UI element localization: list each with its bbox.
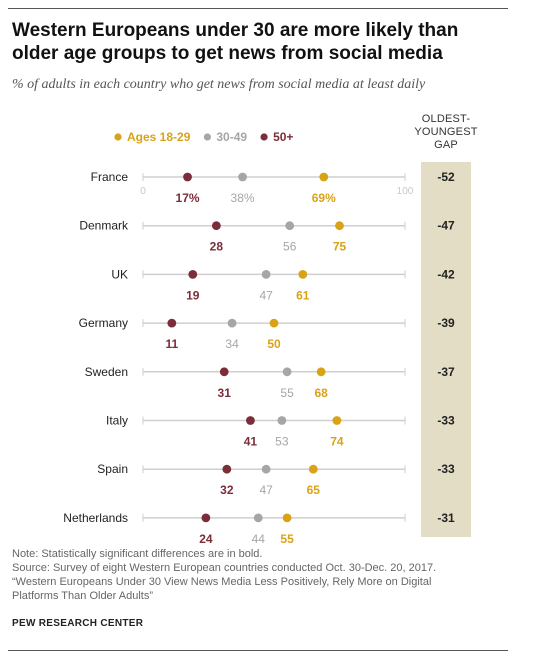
gap-value: -39 bbox=[437, 316, 455, 330]
data-point bbox=[201, 513, 211, 523]
chart-subtitle: % of adults in each country who get news… bbox=[12, 77, 426, 92]
legend-dot bbox=[260, 133, 268, 141]
gap-header-line: YOUNGEST bbox=[414, 126, 478, 138]
data-point bbox=[219, 367, 229, 377]
data-point bbox=[183, 172, 192, 182]
source-line: Source: Survey of eight Western European… bbox=[12, 562, 437, 574]
data-label: 69% bbox=[312, 191, 336, 205]
source-line: Platforms Than Older Adults” bbox=[12, 590, 154, 602]
data-point bbox=[269, 318, 279, 328]
data-point bbox=[222, 464, 232, 474]
data-point bbox=[253, 513, 263, 523]
gap-value: -33 bbox=[437, 462, 455, 476]
data-label: 28 bbox=[210, 240, 224, 254]
data-point bbox=[332, 416, 342, 425]
data-label: 55 bbox=[280, 386, 294, 400]
gap-column-band bbox=[421, 162, 471, 537]
data-label: 19 bbox=[186, 288, 200, 302]
country-label: Spain bbox=[97, 462, 128, 476]
gap-value: -31 bbox=[437, 511, 455, 525]
data-point bbox=[238, 172, 247, 182]
data-point bbox=[277, 416, 287, 425]
notes-block: Note: Statistically significant differen… bbox=[12, 547, 512, 603]
data-label: 65 bbox=[307, 483, 321, 497]
legend-label: 30-49 bbox=[216, 130, 247, 144]
data-point bbox=[298, 270, 308, 279]
gap-value: -33 bbox=[437, 414, 455, 428]
country-label: Italy bbox=[106, 414, 128, 428]
data-label: 50 bbox=[267, 337, 281, 351]
gap-value: -47 bbox=[437, 219, 455, 233]
gap-value: -37 bbox=[437, 365, 455, 379]
data-label: 47 bbox=[259, 483, 273, 497]
data-point bbox=[335, 221, 344, 231]
data-label: 53 bbox=[275, 435, 289, 449]
data-label: 56 bbox=[283, 240, 297, 254]
country-label: Germany bbox=[79, 316, 128, 330]
bottom-rule bbox=[8, 650, 508, 651]
country-label: Sweden bbox=[85, 365, 128, 379]
data-label: 75 bbox=[333, 240, 347, 254]
country-label: France bbox=[91, 170, 129, 184]
data-label: 61 bbox=[296, 288, 310, 302]
country-label: UK bbox=[111, 267, 128, 281]
gap-header-line: GAP bbox=[434, 139, 458, 151]
data-label: 31 bbox=[218, 386, 232, 400]
note-line: Note: Statistically significant differen… bbox=[12, 547, 512, 561]
data-point bbox=[282, 367, 292, 377]
data-point bbox=[316, 367, 326, 377]
axis-tick-label: 100 bbox=[397, 186, 414, 197]
country-label: Denmark bbox=[79, 219, 129, 233]
axis-tick-label: 0 bbox=[140, 186, 146, 197]
data-label: 74 bbox=[330, 435, 344, 449]
legend-label: Ages 18-29 bbox=[127, 130, 191, 144]
gap-value: -52 bbox=[437, 170, 455, 184]
data-label: 47 bbox=[259, 288, 273, 302]
data-point bbox=[282, 513, 292, 523]
data-point bbox=[285, 221, 295, 231]
data-label: 17% bbox=[176, 191, 200, 205]
pew-credit: PEW RESEARCH CENTER bbox=[12, 618, 144, 629]
note-text: Note: Statistically significant differen… bbox=[12, 548, 263, 560]
data-label: 38% bbox=[231, 191, 255, 205]
data-point bbox=[246, 416, 255, 425]
gap-column-header: OLDEST- YOUNGEST GAP bbox=[398, 113, 494, 152]
country-label: Netherlands bbox=[63, 511, 128, 525]
data-label: 11 bbox=[165, 337, 178, 351]
data-point bbox=[211, 221, 221, 231]
data-label: 34 bbox=[225, 337, 239, 351]
legend-dot bbox=[114, 133, 122, 141]
data-point bbox=[167, 318, 177, 328]
data-point bbox=[227, 318, 237, 328]
data-label: 55 bbox=[280, 532, 294, 546]
legend-dot bbox=[203, 133, 211, 141]
data-point bbox=[261, 270, 271, 279]
gap-header-line: OLDEST- bbox=[421, 113, 471, 125]
data-label: 32 bbox=[220, 483, 234, 497]
data-label: 24 bbox=[199, 532, 213, 546]
gap-value: -42 bbox=[437, 267, 455, 281]
top-rule bbox=[8, 8, 508, 9]
source-line: “Western Europeans Under 30 View News Me… bbox=[12, 576, 432, 588]
data-label: 41 bbox=[244, 435, 258, 449]
data-label: 44 bbox=[252, 532, 266, 546]
chart-title: Western Europeans under 30 are more like… bbox=[12, 20, 459, 64]
legend-label: 50+ bbox=[273, 130, 293, 144]
data-point bbox=[188, 270, 198, 279]
data-point bbox=[308, 464, 318, 474]
data-point bbox=[319, 172, 329, 182]
data-label: 68 bbox=[314, 386, 328, 400]
data-point bbox=[261, 464, 271, 474]
